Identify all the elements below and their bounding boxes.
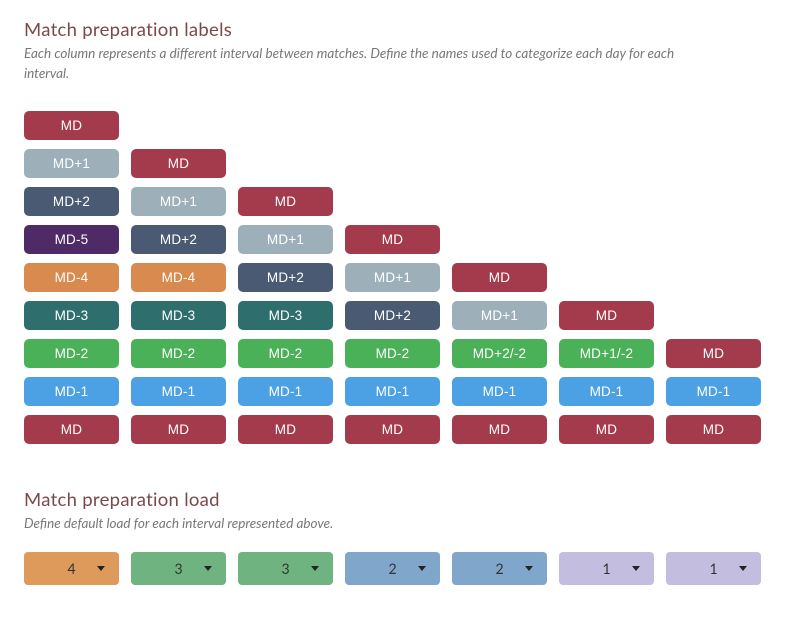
labels-title: Match preparation labels: [24, 18, 776, 40]
section-match-prep-load: Match preparation load Define default lo…: [24, 488, 776, 585]
md-label-pill[interactable]: MD: [559, 301, 654, 330]
md-label-pill[interactable]: MD: [345, 415, 440, 444]
md-label-pill[interactable]: MD: [559, 415, 654, 444]
md-label-pill[interactable]: MD+1/-2: [559, 339, 654, 368]
chevron-down-icon: [418, 566, 426, 571]
load-value: 2: [495, 560, 503, 577]
load-select[interactable]: 2: [452, 552, 547, 585]
label-column: MD MD+1/-2 MD-1 MD: [559, 301, 654, 444]
label-column: MD MD+1 MD+2 MD-2 MD-1 MD: [345, 225, 440, 444]
md-label-pill[interactable]: MD-5: [24, 225, 119, 254]
load-select[interactable]: 2: [345, 552, 440, 585]
md-label-pill[interactable]: MD+1: [345, 263, 440, 292]
chevron-down-icon: [739, 566, 747, 571]
md-label-pill[interactable]: MD-1: [559, 377, 654, 406]
md-label-pill[interactable]: MD: [131, 415, 226, 444]
md-label-pill[interactable]: MD-3: [24, 301, 119, 330]
md-label-pill[interactable]: MD-2: [238, 339, 333, 368]
md-label-pill[interactable]: MD: [238, 415, 333, 444]
md-label-pill[interactable]: MD-1: [238, 377, 333, 406]
md-label-pill[interactable]: MD-3: [238, 301, 333, 330]
md-label-pill[interactable]: MD+2: [345, 301, 440, 330]
load-select[interactable]: 3: [131, 552, 226, 585]
md-label-pill[interactable]: MD+2: [24, 187, 119, 216]
md-label-pill[interactable]: MD+1: [24, 149, 119, 178]
label-column: MD MD+1 MD+2/-2 MD-1 MD: [452, 263, 547, 444]
md-label-pill[interactable]: MD: [131, 149, 226, 178]
md-label-pill[interactable]: MD+2: [238, 263, 333, 292]
md-label-pill[interactable]: MD: [345, 225, 440, 254]
load-value: 3: [281, 560, 289, 577]
chevron-down-icon: [311, 566, 319, 571]
md-label-pill[interactable]: MD+2/-2: [452, 339, 547, 368]
md-label-pill[interactable]: MD-1: [345, 377, 440, 406]
section-match-prep-labels: Match preparation labels Each column rep…: [24, 18, 776, 444]
md-label-pill[interactable]: MD-2: [345, 339, 440, 368]
load-value: 3: [174, 560, 182, 577]
label-column: MD MD+1 MD+2 MD-5 MD-4 MD-3 MD-2 MD-1 MD: [24, 111, 119, 444]
md-label-pill[interactable]: MD-2: [24, 339, 119, 368]
md-label-pill[interactable]: MD: [452, 415, 547, 444]
md-label-pill[interactable]: MD-4: [24, 263, 119, 292]
labels-grid: MDMD+1MD+2MD-5MD-4MD-3MD-2MD-1MDMDMD+1MD…: [24, 111, 776, 444]
load-select[interactable]: 1: [666, 552, 761, 585]
load-value: 1: [602, 560, 610, 577]
md-label-pill[interactable]: MD: [24, 415, 119, 444]
md-label-pill[interactable]: MD-1: [666, 377, 761, 406]
md-label-pill[interactable]: MD-1: [24, 377, 119, 406]
md-label-pill[interactable]: MD-2: [131, 339, 226, 368]
label-column: MD MD+1 MD+2 MD-3 MD-2 MD-1 MD: [238, 187, 333, 444]
load-value: 1: [709, 560, 717, 577]
md-label-pill[interactable]: MD+1: [238, 225, 333, 254]
md-label-pill[interactable]: MD+2: [131, 225, 226, 254]
load-select[interactable]: 4: [24, 552, 119, 585]
chevron-down-icon: [525, 566, 533, 571]
md-label-pill[interactable]: MD: [666, 339, 761, 368]
md-label-pill[interactable]: MD-1: [131, 377, 226, 406]
label-column: MD MD+1 MD+2 MD-4 MD-3 MD-2 MD-1 MD: [131, 149, 226, 444]
md-label-pill[interactable]: MD-1: [452, 377, 547, 406]
load-row: 4 3 3 2 2 1 1: [24, 552, 776, 585]
md-label-pill[interactable]: MD: [24, 111, 119, 140]
md-label-pill[interactable]: MD+1: [131, 187, 226, 216]
load-value: 2: [388, 560, 396, 577]
load-select[interactable]: 1: [559, 552, 654, 585]
load-subtitle: Define default load for each interval re…: [24, 514, 704, 534]
labels-subtitle: Each column represents a different inter…: [24, 44, 704, 83]
load-value: 4: [67, 560, 75, 577]
chevron-down-icon: [97, 566, 105, 571]
chevron-down-icon: [632, 566, 640, 571]
md-label-pill[interactable]: MD: [452, 263, 547, 292]
load-title: Match preparation load: [24, 488, 776, 510]
md-label-pill[interactable]: MD: [666, 415, 761, 444]
label-column: MD MD-1 MD: [666, 339, 761, 444]
load-select[interactable]: 3: [238, 552, 333, 585]
chevron-down-icon: [204, 566, 212, 571]
md-label-pill[interactable]: MD-3: [131, 301, 226, 330]
md-label-pill[interactable]: MD: [238, 187, 333, 216]
md-label-pill[interactable]: MD+1: [452, 301, 547, 330]
md-label-pill[interactable]: MD-4: [131, 263, 226, 292]
